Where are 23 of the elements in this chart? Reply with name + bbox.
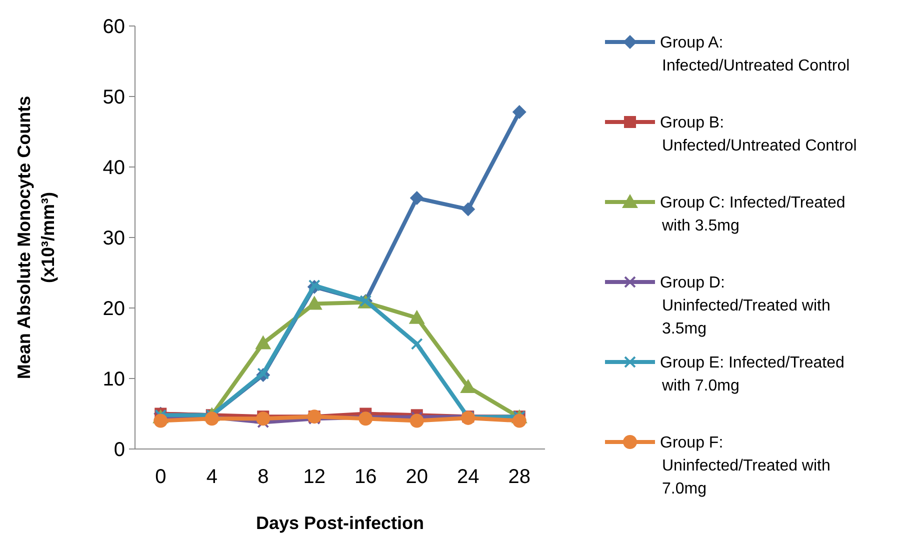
- x-tick-label: 20: [406, 466, 428, 488]
- x-tick-label: 28: [508, 466, 530, 488]
- x-tick-label: 12: [303, 466, 326, 488]
- y-tick-label: 10: [102, 368, 125, 390]
- legend-label: Group C: Infected/Treated with 3.5mg: [660, 194, 846, 235]
- x-tick-label: 4: [206, 466, 218, 488]
- legend-label: Group E: Infected/Treated with 7.0mg: [660, 354, 844, 395]
- legend-label: Group D: Uninfected/Treated with 3.5mg: [660, 274, 830, 338]
- x-tick-label: 0: [155, 466, 166, 488]
- y-axis-title: Mean Absolute Monocyte Counts (x10³/mm³): [14, 96, 58, 380]
- legend-label: Group A: Infected/Untreated Control: [660, 34, 850, 75]
- y-tick-label: 20: [102, 298, 125, 320]
- y-tick-label: 60: [102, 16, 125, 38]
- x-tick-label: 16: [354, 466, 377, 488]
- legend-label: Group B: Unfected/Untreated Control: [660, 114, 857, 155]
- x-axis-title: Days Post-infection: [256, 513, 424, 533]
- legend-label: Group F: Uninfected/Treated with 7.0mg: [660, 434, 830, 498]
- y-tick-label: 40: [102, 157, 125, 179]
- y-tick-label: 0: [114, 439, 125, 461]
- y-tick-label: 50: [102, 86, 125, 108]
- y-tick-label: 30: [102, 228, 125, 250]
- x-tick-label: 24: [457, 466, 480, 488]
- x-tick-label: 8: [258, 466, 269, 488]
